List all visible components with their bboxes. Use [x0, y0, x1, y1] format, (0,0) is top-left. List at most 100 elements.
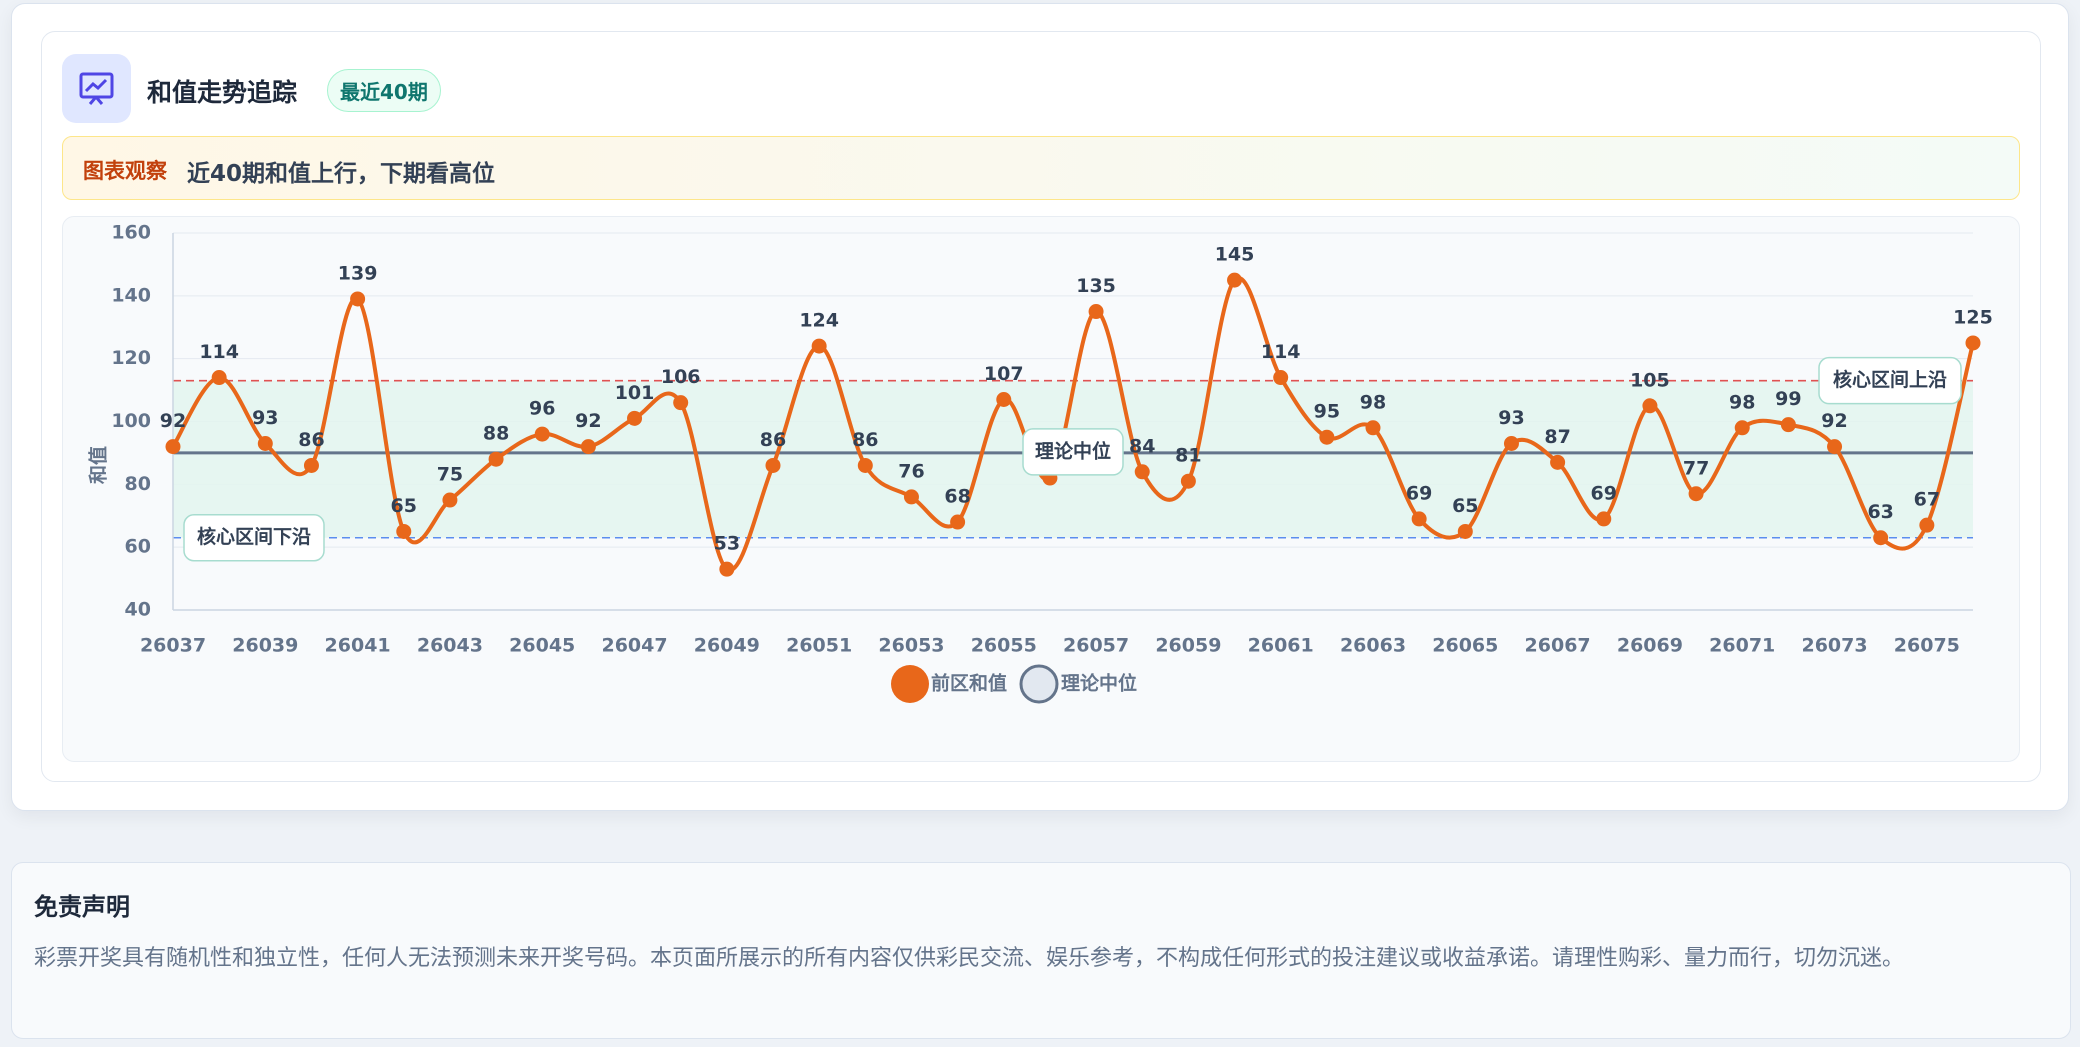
data-label: 96 — [529, 398, 555, 420]
x-tick-label: 26049 — [694, 635, 760, 657]
lower-annotation: 核心区间下沿 — [197, 525, 311, 548]
lower-annotation-box — [183, 513, 325, 562]
x-tick-label: 26037 — [140, 635, 206, 657]
x-tick-label: 26053 — [878, 635, 944, 657]
data-label: 135 — [1076, 275, 1116, 297]
y-tick-label: 100 — [111, 410, 151, 432]
data-point — [350, 291, 366, 307]
data-point — [627, 410, 643, 426]
data-label: 88 — [483, 423, 509, 445]
data-point — [1873, 530, 1889, 546]
data-label: 53 — [714, 533, 740, 555]
data-point — [1919, 517, 1935, 533]
y-tick-label: 140 — [111, 284, 151, 306]
data-point — [257, 435, 273, 451]
legend-label: 理论中位 — [1061, 672, 1137, 695]
trend-inner: 和值走势追踪 最近40期 图表观察 近40期和值上行，下期看高位 和值 40 60… — [41, 31, 2041, 782]
x-tick-label: 26041 — [325, 635, 391, 657]
disclaimer-title: 免责声明 — [34, 893, 130, 921]
data-point — [1688, 486, 1704, 502]
x-tick-label: 26075 — [1894, 635, 1960, 657]
data-point — [1780, 417, 1796, 433]
data-point — [1365, 420, 1381, 436]
chart-icon — [62, 54, 131, 123]
data-label: 65 — [1452, 495, 1478, 517]
data-point — [950, 514, 966, 530]
data-label: 125 — [1953, 306, 1993, 328]
data-point — [534, 426, 550, 442]
data-label: 76 — [898, 460, 924, 482]
data-label: 114 — [199, 341, 239, 363]
data-point — [580, 439, 596, 455]
y-tick-label: 120 — [111, 347, 151, 369]
data-point — [1550, 454, 1566, 470]
data-label: 107 — [984, 363, 1024, 385]
data-point — [303, 457, 319, 473]
data-point — [1965, 335, 1981, 351]
x-tick-label: 26059 — [1155, 635, 1221, 657]
data-point — [442, 492, 458, 508]
data-label: 69 — [1406, 482, 1432, 504]
data-point — [719, 561, 735, 577]
data-point — [211, 370, 227, 386]
y-tick-label: 80 — [125, 473, 151, 495]
data-label: 114 — [1261, 341, 1301, 363]
x-tick-label: 26051 — [786, 635, 852, 657]
data-label: 98 — [1360, 391, 1386, 413]
trend-card: 和值走势追踪 最近40期 图表观察 近40期和值上行，下期看高位 和值 40 60… — [11, 3, 2069, 811]
x-tick-label: 26073 — [1801, 635, 1867, 657]
data-point — [1734, 420, 1750, 436]
card-title: 和值走势追踪 — [147, 78, 298, 107]
data-label: 92 — [1821, 410, 1847, 432]
data-point — [1319, 429, 1335, 445]
data-label: 106 — [661, 366, 701, 388]
x-tick-label: 26063 — [1340, 635, 1406, 657]
data-label: 92 — [575, 410, 601, 432]
data-label: 99 — [1775, 388, 1801, 410]
data-point — [396, 523, 412, 539]
x-tick-label: 26065 — [1432, 635, 1498, 657]
data-point — [165, 439, 181, 455]
data-label: 98 — [1729, 391, 1755, 413]
data-point — [1227, 272, 1243, 288]
data-label: 101 — [615, 382, 655, 404]
data-point — [1411, 511, 1427, 527]
data-label: 86 — [852, 429, 878, 451]
data-point — [1088, 304, 1104, 320]
data-label: 145 — [1215, 244, 1255, 266]
y-tick-label: 60 — [125, 536, 151, 558]
data-label: 69 — [1591, 482, 1617, 504]
data-label: 124 — [799, 310, 839, 332]
legend-swatch — [1019, 664, 1059, 704]
data-label: 65 — [391, 495, 417, 517]
data-point — [1827, 439, 1843, 455]
data-point — [903, 489, 919, 505]
disclaimer-text: 彩票开奖具有随机性和独立性，任何人无法预测未来开奖号码。本页面所展示的所有内容仅… — [34, 946, 1905, 971]
data-point — [1273, 370, 1289, 386]
x-tick-label: 26061 — [1248, 635, 1314, 657]
data-label: 95 — [1314, 401, 1340, 423]
legend-label: 前区和值 — [931, 672, 1007, 695]
data-point — [488, 451, 504, 467]
y-tick-label: 40 — [125, 599, 151, 621]
data-label: 77 — [1683, 457, 1709, 479]
upper-annotation-box — [1818, 356, 1962, 405]
observation-label: 图表观察 — [83, 159, 167, 183]
y-axis-label: 和值 — [87, 446, 110, 484]
x-tick-label: 26067 — [1525, 635, 1591, 657]
legend-swatch — [891, 665, 929, 703]
data-point — [996, 392, 1012, 408]
y-tick-label: 160 — [111, 222, 151, 244]
data-point — [1596, 511, 1612, 527]
disclaimer: 免责声明 彩票开奖具有随机性和独立性，任何人无法预测未来开奖号码。本页面所展示的… — [11, 862, 2071, 1039]
data-label: 139 — [338, 262, 378, 284]
data-point — [1503, 435, 1519, 451]
data-label: 86 — [298, 429, 324, 451]
median-annotation-box — [1022, 428, 1124, 476]
upper-annotation: 核心区间上沿 — [1833, 368, 1947, 391]
x-tick-label: 26069 — [1617, 635, 1683, 657]
data-label: 86 — [760, 429, 786, 451]
x-tick-label: 26047 — [601, 635, 667, 657]
x-tick-label: 26045 — [509, 635, 575, 657]
data-label: 87 — [1544, 426, 1570, 448]
